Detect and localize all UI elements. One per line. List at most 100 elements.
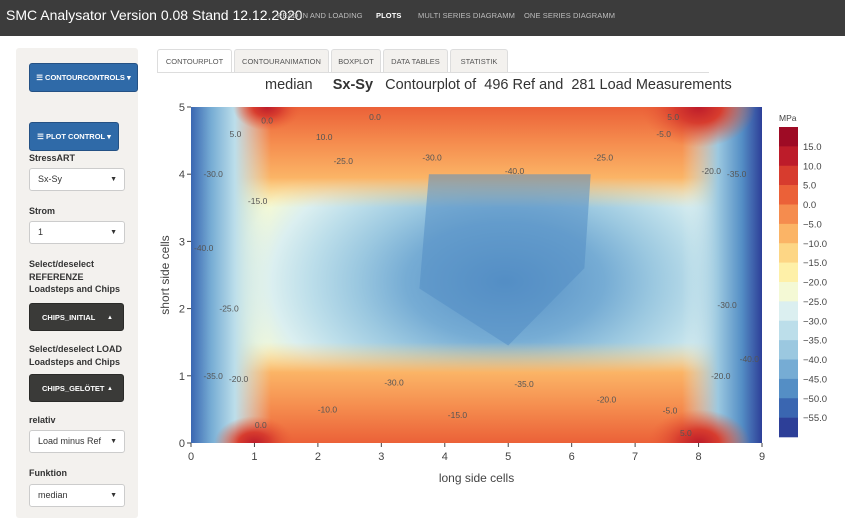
relativ-select[interactable]: Load minus Ref ▼ (29, 430, 125, 453)
colorbar-tick-label: 15.0 (803, 142, 822, 153)
colorbar-band (779, 417, 798, 438)
contour-label: -35.0 (727, 169, 747, 179)
x-tick-label: 5 (505, 451, 511, 463)
contour-label: 5.0 (680, 428, 692, 438)
colorbar-band (779, 262, 798, 283)
nav-plots[interactable]: PLOTS (376, 11, 402, 20)
contour-label: 0.0 (369, 112, 381, 122)
tab-boxplot[interactable]: BOXPLOT (331, 49, 381, 73)
x-tick-label: 4 (442, 451, 448, 463)
contour-label: 0.0 (255, 420, 267, 430)
list-icon: ☰ (37, 132, 44, 141)
referenze-label-line-3: Loadsteps and Chips (29, 284, 121, 294)
plot-title: median Sx-Sy Contourplot of 496 Ref and … (265, 77, 732, 93)
colorbar: MPa 15.0 10.0 5.0 0.0 −5.0 −10.0 −15.0 −20.0 −25.… (779, 113, 827, 438)
contour-controls-label: CONTOURCONTROLS (45, 73, 125, 82)
plot-title-description: Contourplot of 496 Ref and 281 Load Meas… (385, 77, 732, 93)
plot-title-stress: Sx-Sy (332, 77, 374, 93)
chips-geloetet-button[interactable]: CHIPS_GELÖTET ▲ (29, 374, 124, 402)
nav-one-series-diagramm[interactable]: ONE SERIES DIAGRAMM (524, 11, 616, 20)
x-tick-label: 3 (378, 451, 384, 463)
colorbar-band (779, 320, 798, 341)
contour-fill-right (682, 107, 762, 443)
y-tick-label: 0 (179, 438, 185, 450)
nav-multi-series-diagramm[interactable]: MULTI SERIES DIAGRAMM (418, 11, 515, 20)
colorbar-band (779, 243, 798, 263)
plot-control-button[interactable]: ☰ PLOT CONTROL ▾ (29, 122, 119, 151)
colorbar-tick-label: −20.0 (803, 278, 827, 289)
funktion-label: Funktion (29, 468, 67, 478)
contour-label: -30.0 (717, 300, 737, 310)
contour-label: -40.0 (194, 243, 214, 253)
tab-statistik[interactable]: STATISTIK (450, 49, 508, 73)
colorbar-band (779, 204, 798, 225)
colorbar-tick-label: 0.0 (803, 200, 816, 211)
x-tick-label: 6 (569, 451, 575, 463)
funktion-value: median (38, 490, 68, 500)
referenze-label-line-1: Select/deselect (29, 259, 95, 269)
contour-label: -10.0 (318, 404, 338, 414)
contour-label: -40.0 (740, 354, 760, 364)
referenze-label: Select/deselect REFERENZE Loadsteps and … (29, 258, 120, 296)
y-axis-label: short side cells (158, 235, 172, 314)
colorbar-band (779, 340, 798, 360)
x-tick-label: 0 (188, 451, 194, 463)
tab-contourplot[interactable]: CONTOURPLOT (157, 49, 232, 73)
contour-label: -20.0 (702, 166, 722, 176)
colorbar-band (779, 282, 798, 302)
contour-hotspot-top-right (641, 107, 756, 148)
chips-initial-label: CHIPS_INITIAL (42, 313, 96, 322)
contour-label: 5.0 (229, 129, 241, 139)
contour-label: -15.0 (248, 196, 268, 206)
contour-label: -5.0 (656, 129, 671, 139)
colorbar-tick-label: −15.0 (803, 258, 827, 269)
colorbar-tick-label: 5.0 (803, 181, 816, 192)
contour-controls-button[interactable]: ☰ CONTOURCONTROLS ▾ (29, 63, 138, 92)
chips-geloetet-label: CHIPS_GELÖTET (42, 384, 105, 393)
x-tick-label: 9 (759, 451, 765, 463)
contour-label: -30.0 (204, 169, 224, 179)
chevron-down-icon: ▼ (110, 438, 117, 445)
tab-contouranimation[interactable]: CONTOURANIMATION (234, 49, 329, 73)
contour-label: -20.0 (597, 394, 617, 404)
chips-initial-button[interactable]: CHIPS_INITIAL ▲ (29, 303, 124, 331)
load-label: Select/deselect LOAD Loadsteps and Chips (29, 343, 122, 368)
contour-hotspot-top-left (232, 107, 302, 131)
contour-label: -35.0 (514, 379, 534, 389)
colorbar-band (779, 378, 798, 399)
nav-read-in-and-loading[interactable]: READ IN AND LOADING (277, 11, 363, 20)
contour-fill-left (191, 107, 271, 443)
x-tick-label: 1 (251, 451, 257, 463)
contour-label: -25.0 (594, 152, 614, 162)
colorbar-band (779, 185, 798, 205)
caret-up-icon: ▲ (107, 315, 113, 321)
stressart-select[interactable]: Sx-Sy ▼ (29, 168, 125, 191)
contour-label: 5.0 (667, 112, 679, 122)
colorbar-tick-label: −40.0 (803, 355, 827, 366)
colorbar-tick-label: 10.0 (803, 161, 822, 172)
colorbar-band (779, 301, 798, 322)
contour-hotspot-bottom-left (214, 416, 295, 443)
contour-label: -5.0 (663, 406, 678, 416)
top-navbar: SMC Analysator Version 0.08 Stand 12.12.… (0, 0, 845, 36)
strom-select[interactable]: 1 ▼ (29, 221, 125, 244)
chevron-down-icon: ▼ (110, 176, 117, 183)
relativ-label: relativ (29, 415, 56, 425)
y-tick-label: 4 (179, 169, 185, 181)
funktion-select[interactable]: median ▼ (29, 484, 125, 507)
contour-label: -40.0 (505, 166, 525, 176)
colorbar-band (779, 223, 798, 244)
colorbar-tick-label: −5.0 (803, 219, 822, 230)
contour-label: -15.0 (448, 410, 468, 420)
x-tick-label: 8 (695, 451, 701, 463)
strom-value: 1 (38, 227, 44, 237)
colorbar-band (779, 359, 798, 380)
y-tick-label: 1 (179, 371, 185, 383)
contour-label: -25.0 (219, 304, 239, 314)
y-tick-label: 2 (179, 304, 185, 316)
contour-label: 10.0 (316, 132, 333, 142)
colorbar-band (779, 127, 798, 147)
tab-data-tables[interactable]: DATA TABLES (383, 49, 448, 73)
colorbar-band (779, 146, 798, 167)
